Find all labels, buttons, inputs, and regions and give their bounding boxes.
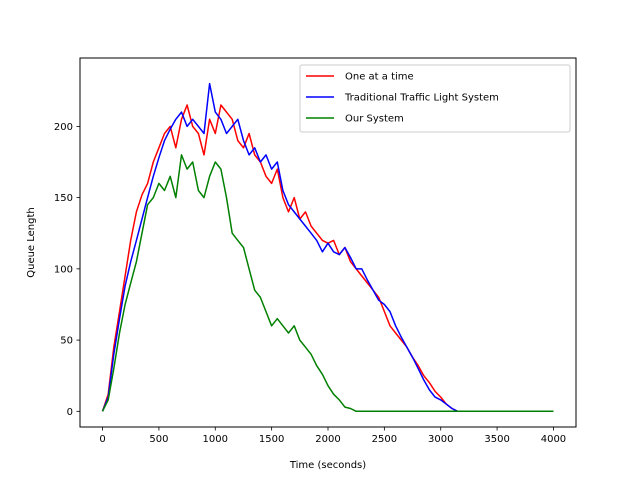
- y-tick-label: 150: [54, 193, 73, 204]
- y-axis-ticks: 0 50 100 150 200: [54, 122, 80, 418]
- series-layer: [101, 82, 554, 413]
- legend: One at a time Traditional Traffic Light S…: [299, 64, 571, 133]
- legend-label-0: One at a time: [345, 72, 414, 83]
- x-tick-label: 2000: [315, 434, 340, 445]
- y-tick-label: 200: [54, 122, 73, 133]
- x-tick-label: 3000: [428, 434, 453, 445]
- series-line-0: [101, 104, 554, 413]
- legend-label-1: Traditional Traffic Light System: [344, 93, 499, 104]
- legend-label-2: Our System: [345, 114, 404, 125]
- x-tick-label: 3500: [484, 434, 509, 445]
- legend-box: [299, 64, 571, 133]
- x-tick-label: 1500: [259, 434, 284, 445]
- x-tick-label: 4000: [541, 434, 566, 445]
- x-tick-label: 500: [149, 434, 168, 445]
- series-line-1: [101, 82, 554, 413]
- x-axis-label: Time (seconds): [289, 460, 366, 471]
- y-tick-label: 100: [54, 264, 73, 275]
- x-tick-label: 1000: [203, 434, 228, 445]
- x-axis-ticks: 0 500 1000 1500 2000 2500 3000 3500 4000: [99, 427, 566, 445]
- y-tick-label: 0: [67, 407, 73, 418]
- y-tick-label: 50: [60, 336, 73, 347]
- x-tick-label: 0: [99, 434, 105, 445]
- y-axis-label: Queue Length: [26, 207, 37, 278]
- x-tick-label: 2500: [372, 434, 397, 445]
- series-line-2: [101, 154, 554, 413]
